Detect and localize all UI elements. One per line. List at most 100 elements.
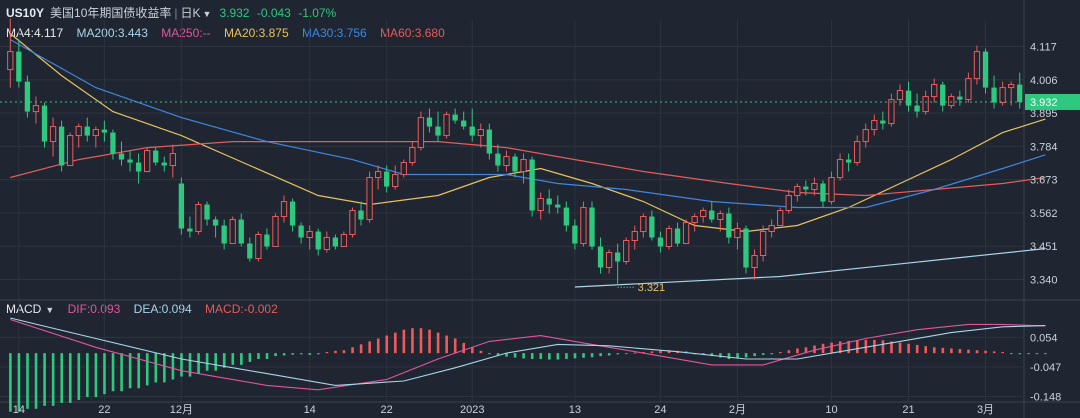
candle-body bbox=[289, 201, 296, 226]
candle bbox=[229, 216, 236, 245]
candle bbox=[580, 201, 587, 247]
macd-histogram-bar bbox=[359, 344, 363, 354]
candle-body bbox=[452, 114, 458, 121]
macd-histogram-bar bbox=[368, 341, 371, 354]
macd-histogram-bar bbox=[847, 340, 851, 354]
macd-histogram-bar bbox=[838, 341, 842, 354]
ma-legend-item: MA30:3.756 bbox=[302, 26, 367, 40]
candle-body bbox=[24, 81, 31, 112]
macd-histogram-bar bbox=[864, 339, 868, 354]
price-tick-label: 3.562 bbox=[1030, 208, 1058, 220]
candle bbox=[169, 144, 176, 178]
candle-body bbox=[49, 126, 57, 143]
macd-histogram-bar bbox=[462, 342, 466, 354]
candle-body bbox=[229, 219, 236, 245]
candle-body bbox=[247, 243, 253, 259]
symbol[interactable]: US10Y bbox=[6, 6, 45, 20]
candle-body bbox=[965, 78, 972, 101]
macd-histogram-bar bbox=[163, 353, 166, 383]
candle-body bbox=[169, 153, 176, 167]
candle-body bbox=[161, 162, 167, 166]
date-tick-label: 22 bbox=[98, 404, 110, 416]
macd-histogram-bar bbox=[94, 353, 98, 398]
candle bbox=[991, 75, 997, 109]
candle-body bbox=[75, 126, 82, 137]
macd-histogram-bar bbox=[445, 335, 448, 354]
macd-histogram-bar bbox=[573, 353, 577, 359]
candle-body bbox=[615, 252, 621, 262]
macd-histogram-bar bbox=[548, 353, 551, 360]
candle bbox=[400, 159, 407, 178]
macd-title[interactable]: MACD bbox=[6, 302, 42, 316]
candle-body bbox=[665, 228, 673, 248]
candle bbox=[75, 123, 82, 148]
candle-body bbox=[597, 246, 604, 268]
macd-histogram-bar bbox=[975, 350, 979, 354]
macd-dea-line bbox=[10, 317, 1046, 386]
candle-body bbox=[392, 174, 399, 188]
price-tick-label: 4.117 bbox=[1030, 41, 1057, 53]
macd-histogram-bar bbox=[282, 353, 286, 356]
candle bbox=[751, 249, 758, 280]
chevron-down-icon[interactable]: ▼ bbox=[45, 305, 55, 315]
date-tick-label: 10 bbox=[825, 404, 837, 416]
chevron-down-icon[interactable]: ▼ bbox=[202, 9, 212, 19]
candle bbox=[452, 108, 458, 124]
candle bbox=[682, 219, 690, 245]
candle-body bbox=[212, 219, 219, 226]
macd-histogram-bar bbox=[804, 347, 808, 354]
candle-body bbox=[777, 210, 784, 227]
date-tick-label: 12月 bbox=[170, 404, 193, 416]
candle-body bbox=[32, 105, 40, 113]
candle-body bbox=[101, 129, 108, 133]
candle bbox=[315, 228, 321, 256]
candle bbox=[392, 165, 399, 190]
candle-body bbox=[1008, 84, 1015, 89]
candle bbox=[555, 195, 561, 214]
candle bbox=[940, 81, 946, 112]
last-price-tag bbox=[1025, 93, 1080, 110]
candle-body bbox=[143, 150, 151, 173]
macd-histogram-bar bbox=[984, 350, 987, 354]
macd-histogram-bar bbox=[325, 351, 329, 354]
macd-histogram-bar bbox=[308, 353, 312, 355]
macd-histogram-bar bbox=[813, 345, 816, 354]
candle bbox=[811, 177, 818, 196]
macd-histogram-bar bbox=[180, 353, 183, 377]
timeframe-selector[interactable]: 日K bbox=[180, 6, 201, 20]
macd-histogram-bar bbox=[111, 353, 115, 392]
candle-body bbox=[623, 240, 630, 263]
candle-body bbox=[366, 177, 373, 221]
candle bbox=[204, 201, 210, 226]
header-separator: | bbox=[174, 6, 178, 20]
price-tick-label: 3.340 bbox=[1030, 275, 1058, 287]
candle bbox=[803, 180, 809, 196]
candle-body bbox=[118, 153, 125, 160]
macd-histogram-bar bbox=[582, 353, 585, 358]
macd-histogram-bar bbox=[761, 353, 765, 355]
candle-body bbox=[948, 96, 955, 107]
candle-body bbox=[905, 90, 912, 106]
price-tick-label: 3.451 bbox=[1030, 241, 1058, 253]
macd-histogram-bar bbox=[488, 353, 491, 355]
macd-histogram-bar bbox=[1001, 351, 1005, 354]
macd-histogram-bar bbox=[770, 353, 774, 355]
candle-body bbox=[982, 51, 989, 88]
price-change: -0.043 bbox=[256, 6, 291, 20]
candle-body bbox=[92, 129, 99, 137]
candle bbox=[734, 222, 741, 250]
candle-body bbox=[572, 225, 578, 244]
candle bbox=[948, 93, 955, 109]
macd-dif-value: DIF:0.093 bbox=[67, 302, 121, 316]
candle bbox=[461, 111, 467, 130]
macd-histogram-bar bbox=[419, 328, 423, 354]
candle bbox=[255, 231, 262, 262]
candle bbox=[264, 228, 270, 250]
macd-histogram-bar bbox=[496, 353, 500, 356]
candle bbox=[84, 117, 90, 142]
macd-histogram-bar bbox=[796, 348, 799, 354]
candle-body bbox=[306, 231, 313, 239]
macd-dea-value: DEA:0.094 bbox=[133, 302, 192, 316]
macd-histogram-bar bbox=[240, 353, 243, 365]
